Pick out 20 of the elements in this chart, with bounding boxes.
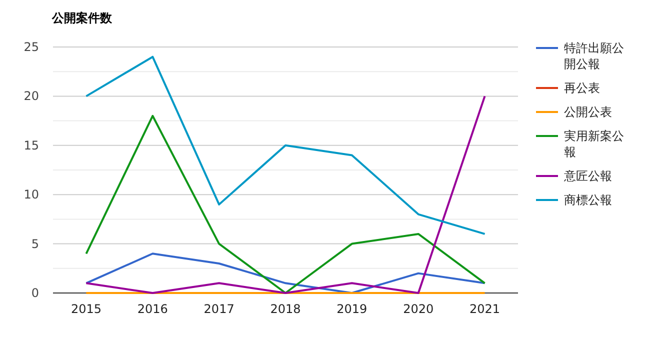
x-tick-label: 2020: [403, 302, 434, 316]
y-tick-label: 5: [31, 236, 39, 251]
x-tick-label: 2021: [470, 302, 500, 316]
x-tick-label: 2018: [270, 302, 301, 316]
y-tick-label: 10: [24, 188, 39, 202]
x-tick-label: 2016: [137, 302, 168, 316]
legend-label: 特許出願公開公報: [564, 41, 624, 71]
x-tick-label: 2019: [336, 302, 368, 316]
legend-label: 商標公報: [564, 193, 612, 207]
x-tick-label: 2017: [204, 302, 234, 316]
y-tick-label: 0: [31, 286, 39, 300]
y-tick-label: 15: [24, 138, 39, 152]
legend-label: 実用新案公報: [564, 129, 624, 159]
y-tick-label: 25: [24, 40, 39, 54]
y-tick-label: 20: [24, 89, 39, 104]
legend-label: 意匠公報: [563, 169, 612, 183]
legend-label: 再公表: [564, 81, 600, 95]
chart-title: 公開案件数: [51, 11, 113, 25]
legend-label: 公開公表: [564, 105, 612, 119]
x-tick-label: 2015: [70, 302, 102, 316]
